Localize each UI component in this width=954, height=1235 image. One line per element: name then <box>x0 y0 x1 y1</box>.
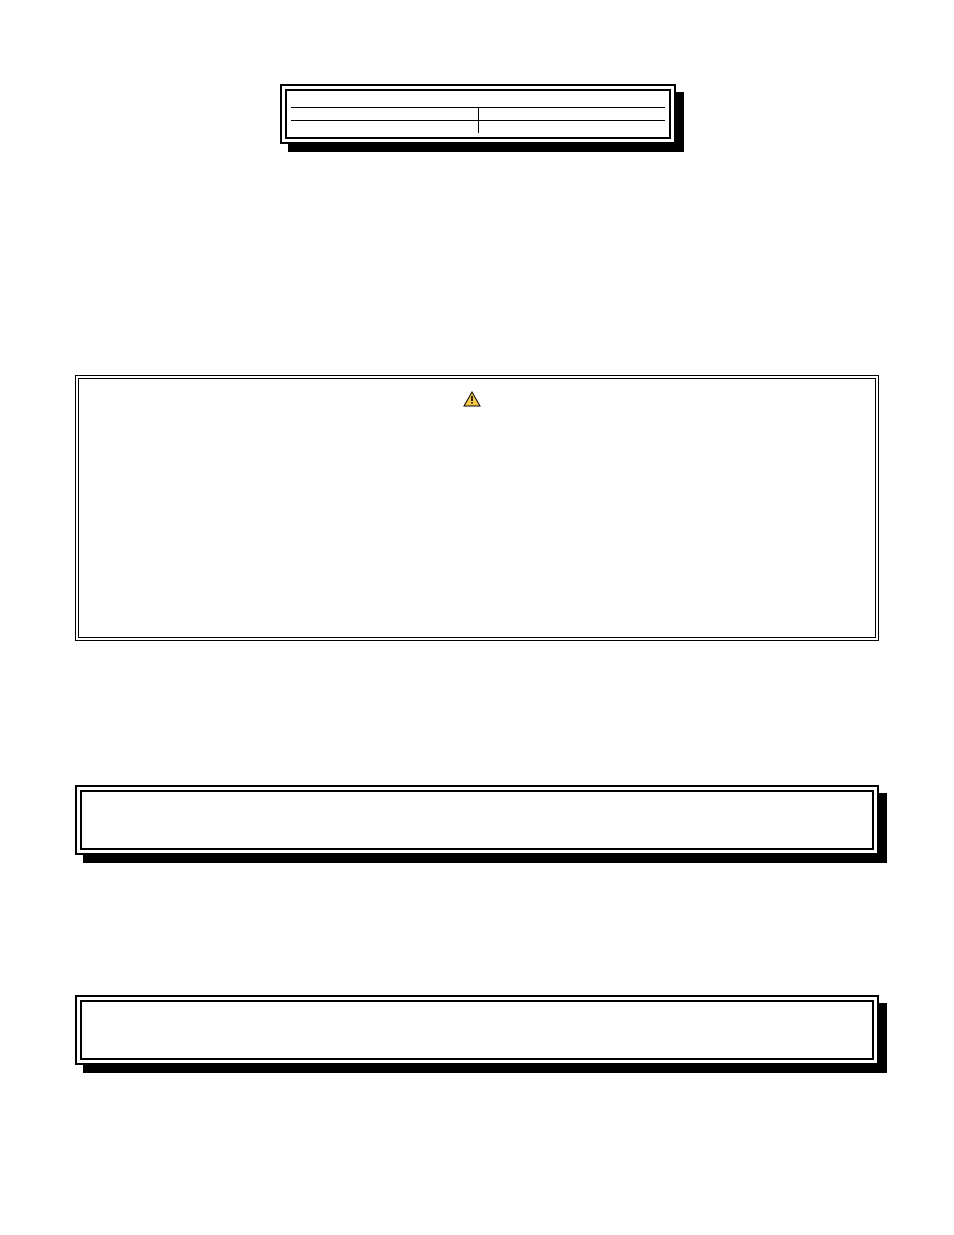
cell <box>291 108 478 121</box>
warning-icon <box>463 391 481 412</box>
tire-table-header <box>291 95 665 108</box>
cell <box>478 108 665 121</box>
tire-pressure-table <box>280 84 676 144</box>
warning-box <box>75 375 879 641</box>
page <box>0 0 954 1235</box>
table-row <box>291 121 665 134</box>
table-row <box>291 108 665 121</box>
notice-box-2 <box>75 995 879 1065</box>
tire-table-element <box>291 95 665 133</box>
notice-box-1 <box>75 785 879 855</box>
cell <box>478 121 665 134</box>
cell <box>291 121 478 134</box>
